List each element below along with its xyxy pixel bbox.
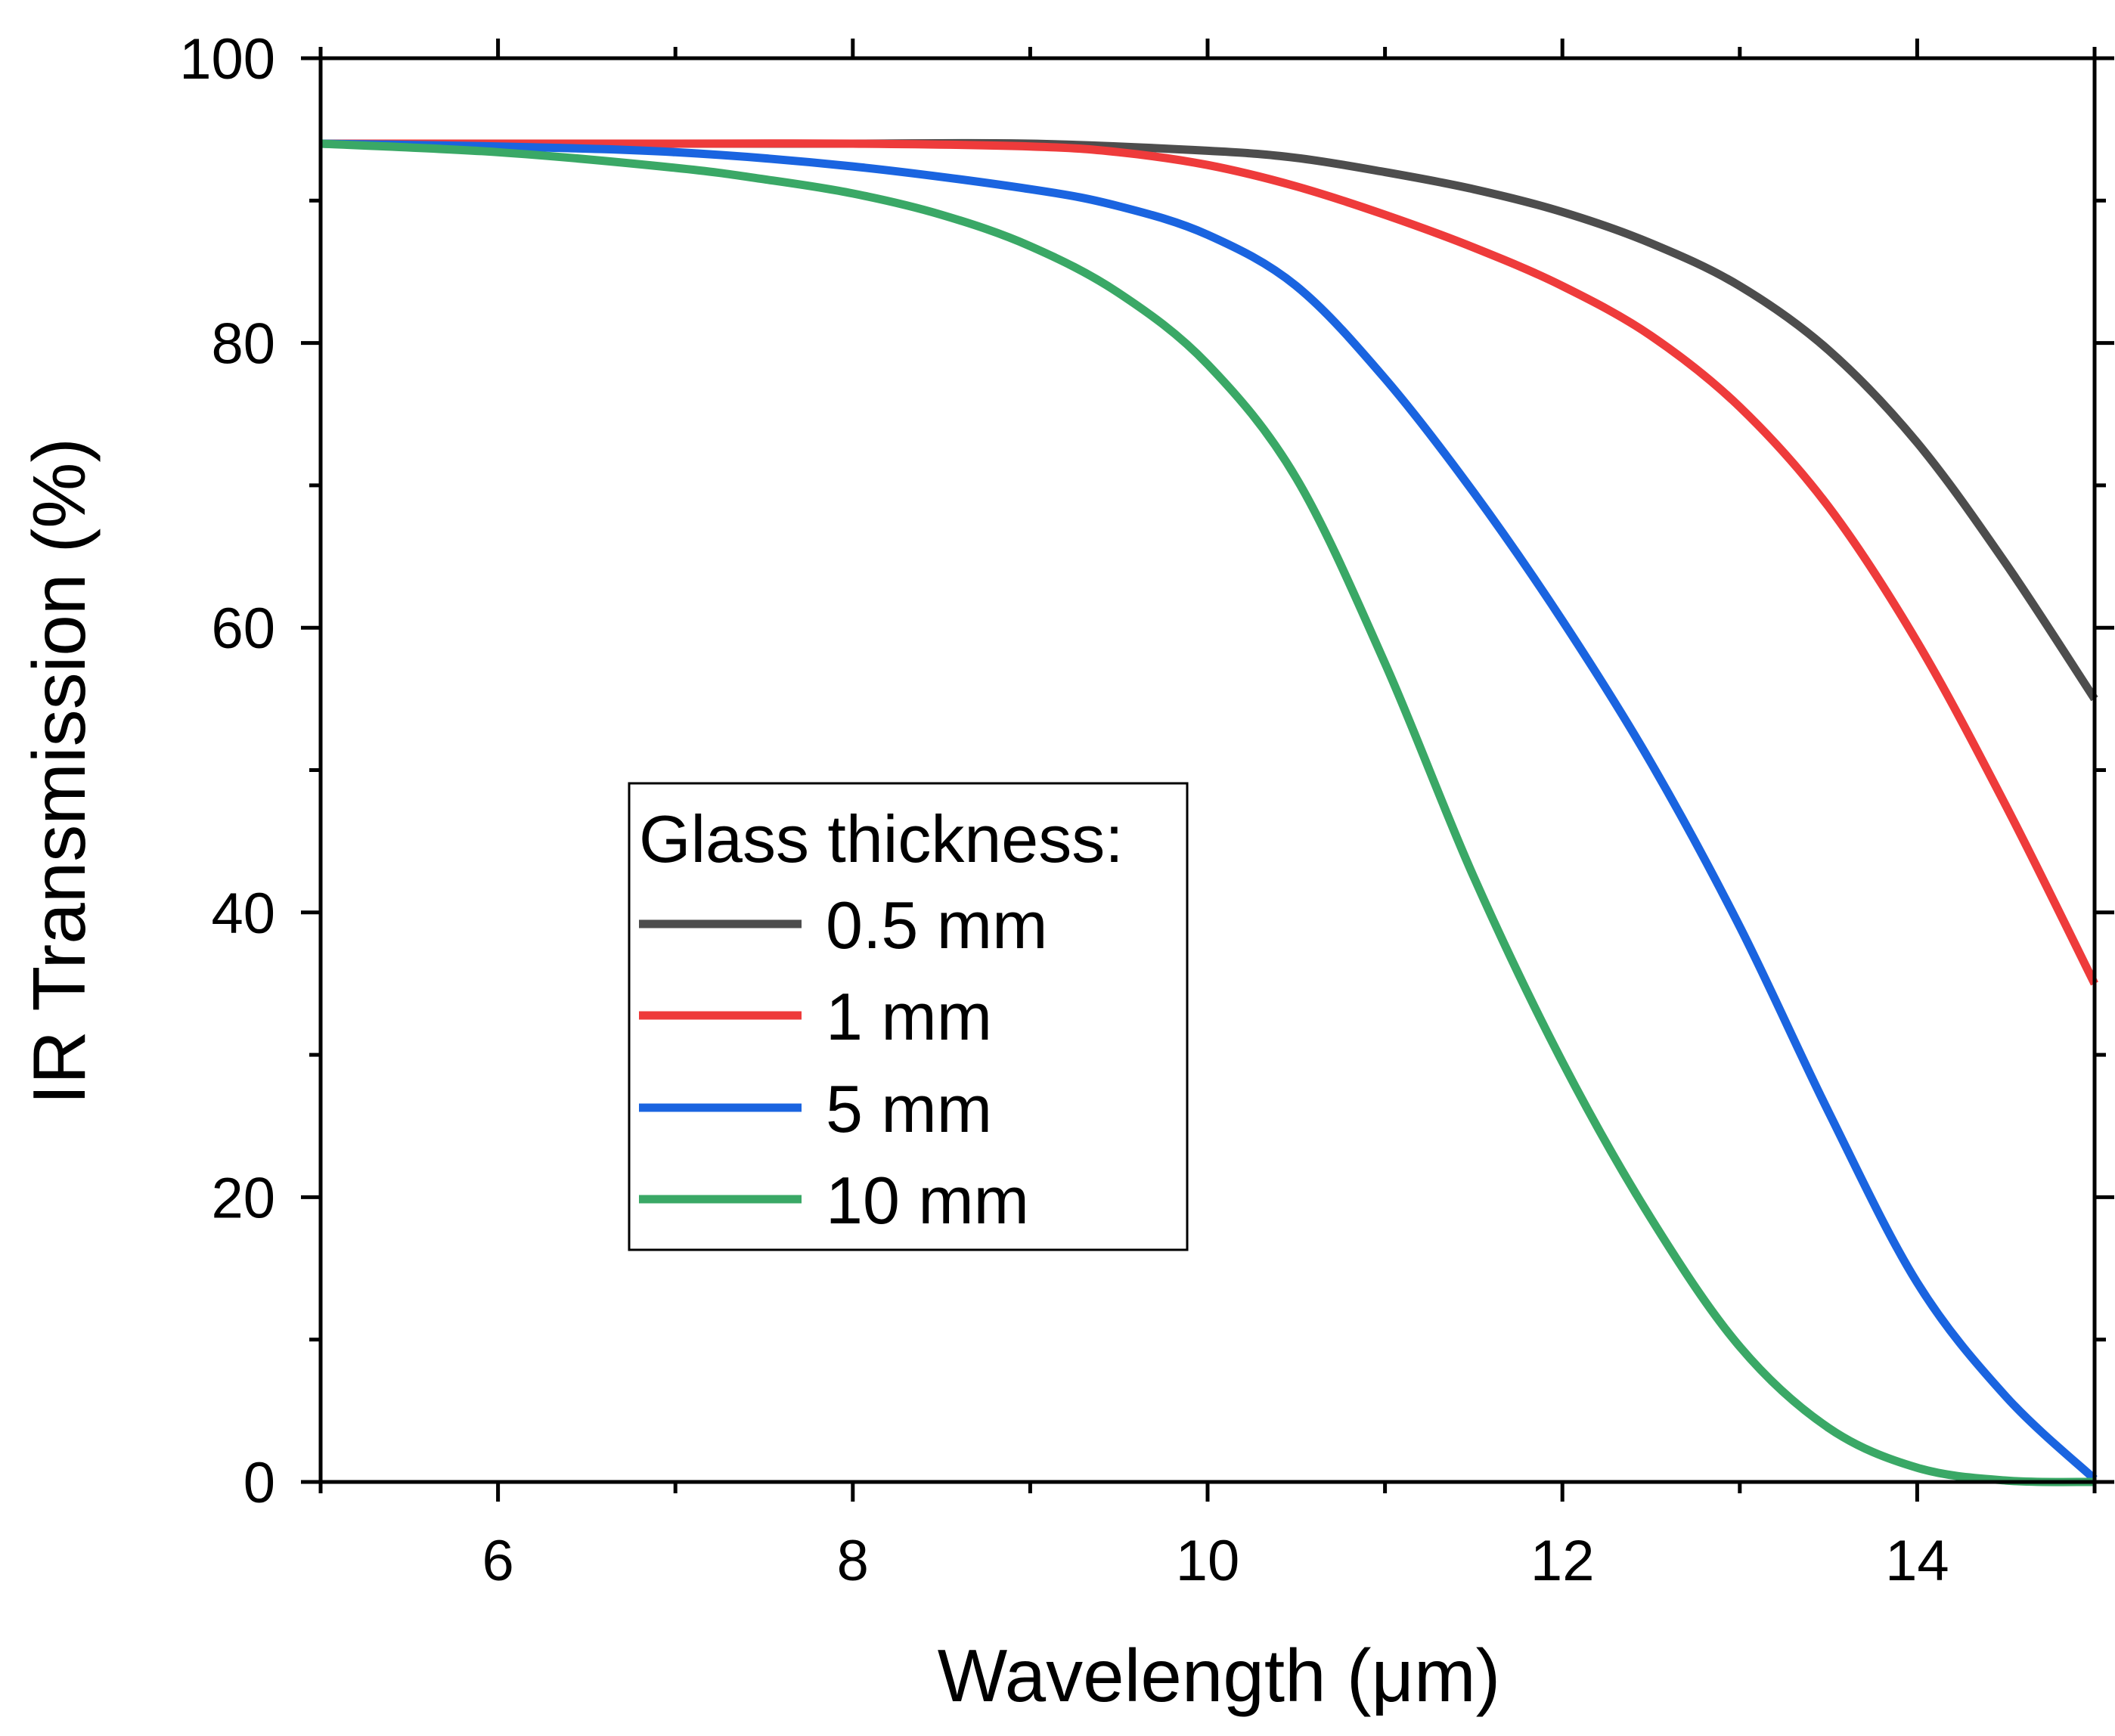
legend-title: Glass thickness: <box>639 801 1124 876</box>
series-layer <box>320 138 2098 1486</box>
y-tick-label: 0 <box>243 1451 275 1515</box>
legend-label: 10 mm <box>826 1163 1029 1238</box>
y-axis-label: IR Transmission (%) <box>17 438 101 1105</box>
legend-label: 1 mm <box>826 979 992 1054</box>
x-tick-label: 8 <box>837 1529 869 1593</box>
y-tick-label: 20 <box>211 1166 275 1230</box>
y-tick-label: 40 <box>211 882 275 946</box>
y-tick-label: 80 <box>211 312 275 377</box>
x-axis-label: Wavelength (μm) <box>938 1634 1500 1717</box>
x-tick-label: 6 <box>482 1529 513 1593</box>
legend: Glass thickness: 0.5 mm 1 mm 5 mm 10 mm <box>628 782 1189 1251</box>
legend-label: 0.5 mm <box>826 888 1047 963</box>
x-tick-label: 12 <box>1530 1529 1595 1593</box>
plot-frame <box>318 56 2097 1484</box>
x-tick-label: 10 <box>1176 1529 1240 1593</box>
axes-layer: 6 8 10 12 14 0 20 40 60 80 100 <box>179 27 2114 1593</box>
series-line-10-mm <box>320 139 2095 1486</box>
x-tick-label: 14 <box>1885 1529 1949 1593</box>
series-line-0-5-mm <box>320 138 2098 702</box>
series-line-1-mm <box>320 139 2098 986</box>
legend-label: 5 mm <box>826 1071 992 1146</box>
y-tick-label: 60 <box>211 597 275 661</box>
y-tick-label: 100 <box>179 27 275 91</box>
series-line-5-mm <box>320 139 2098 1483</box>
